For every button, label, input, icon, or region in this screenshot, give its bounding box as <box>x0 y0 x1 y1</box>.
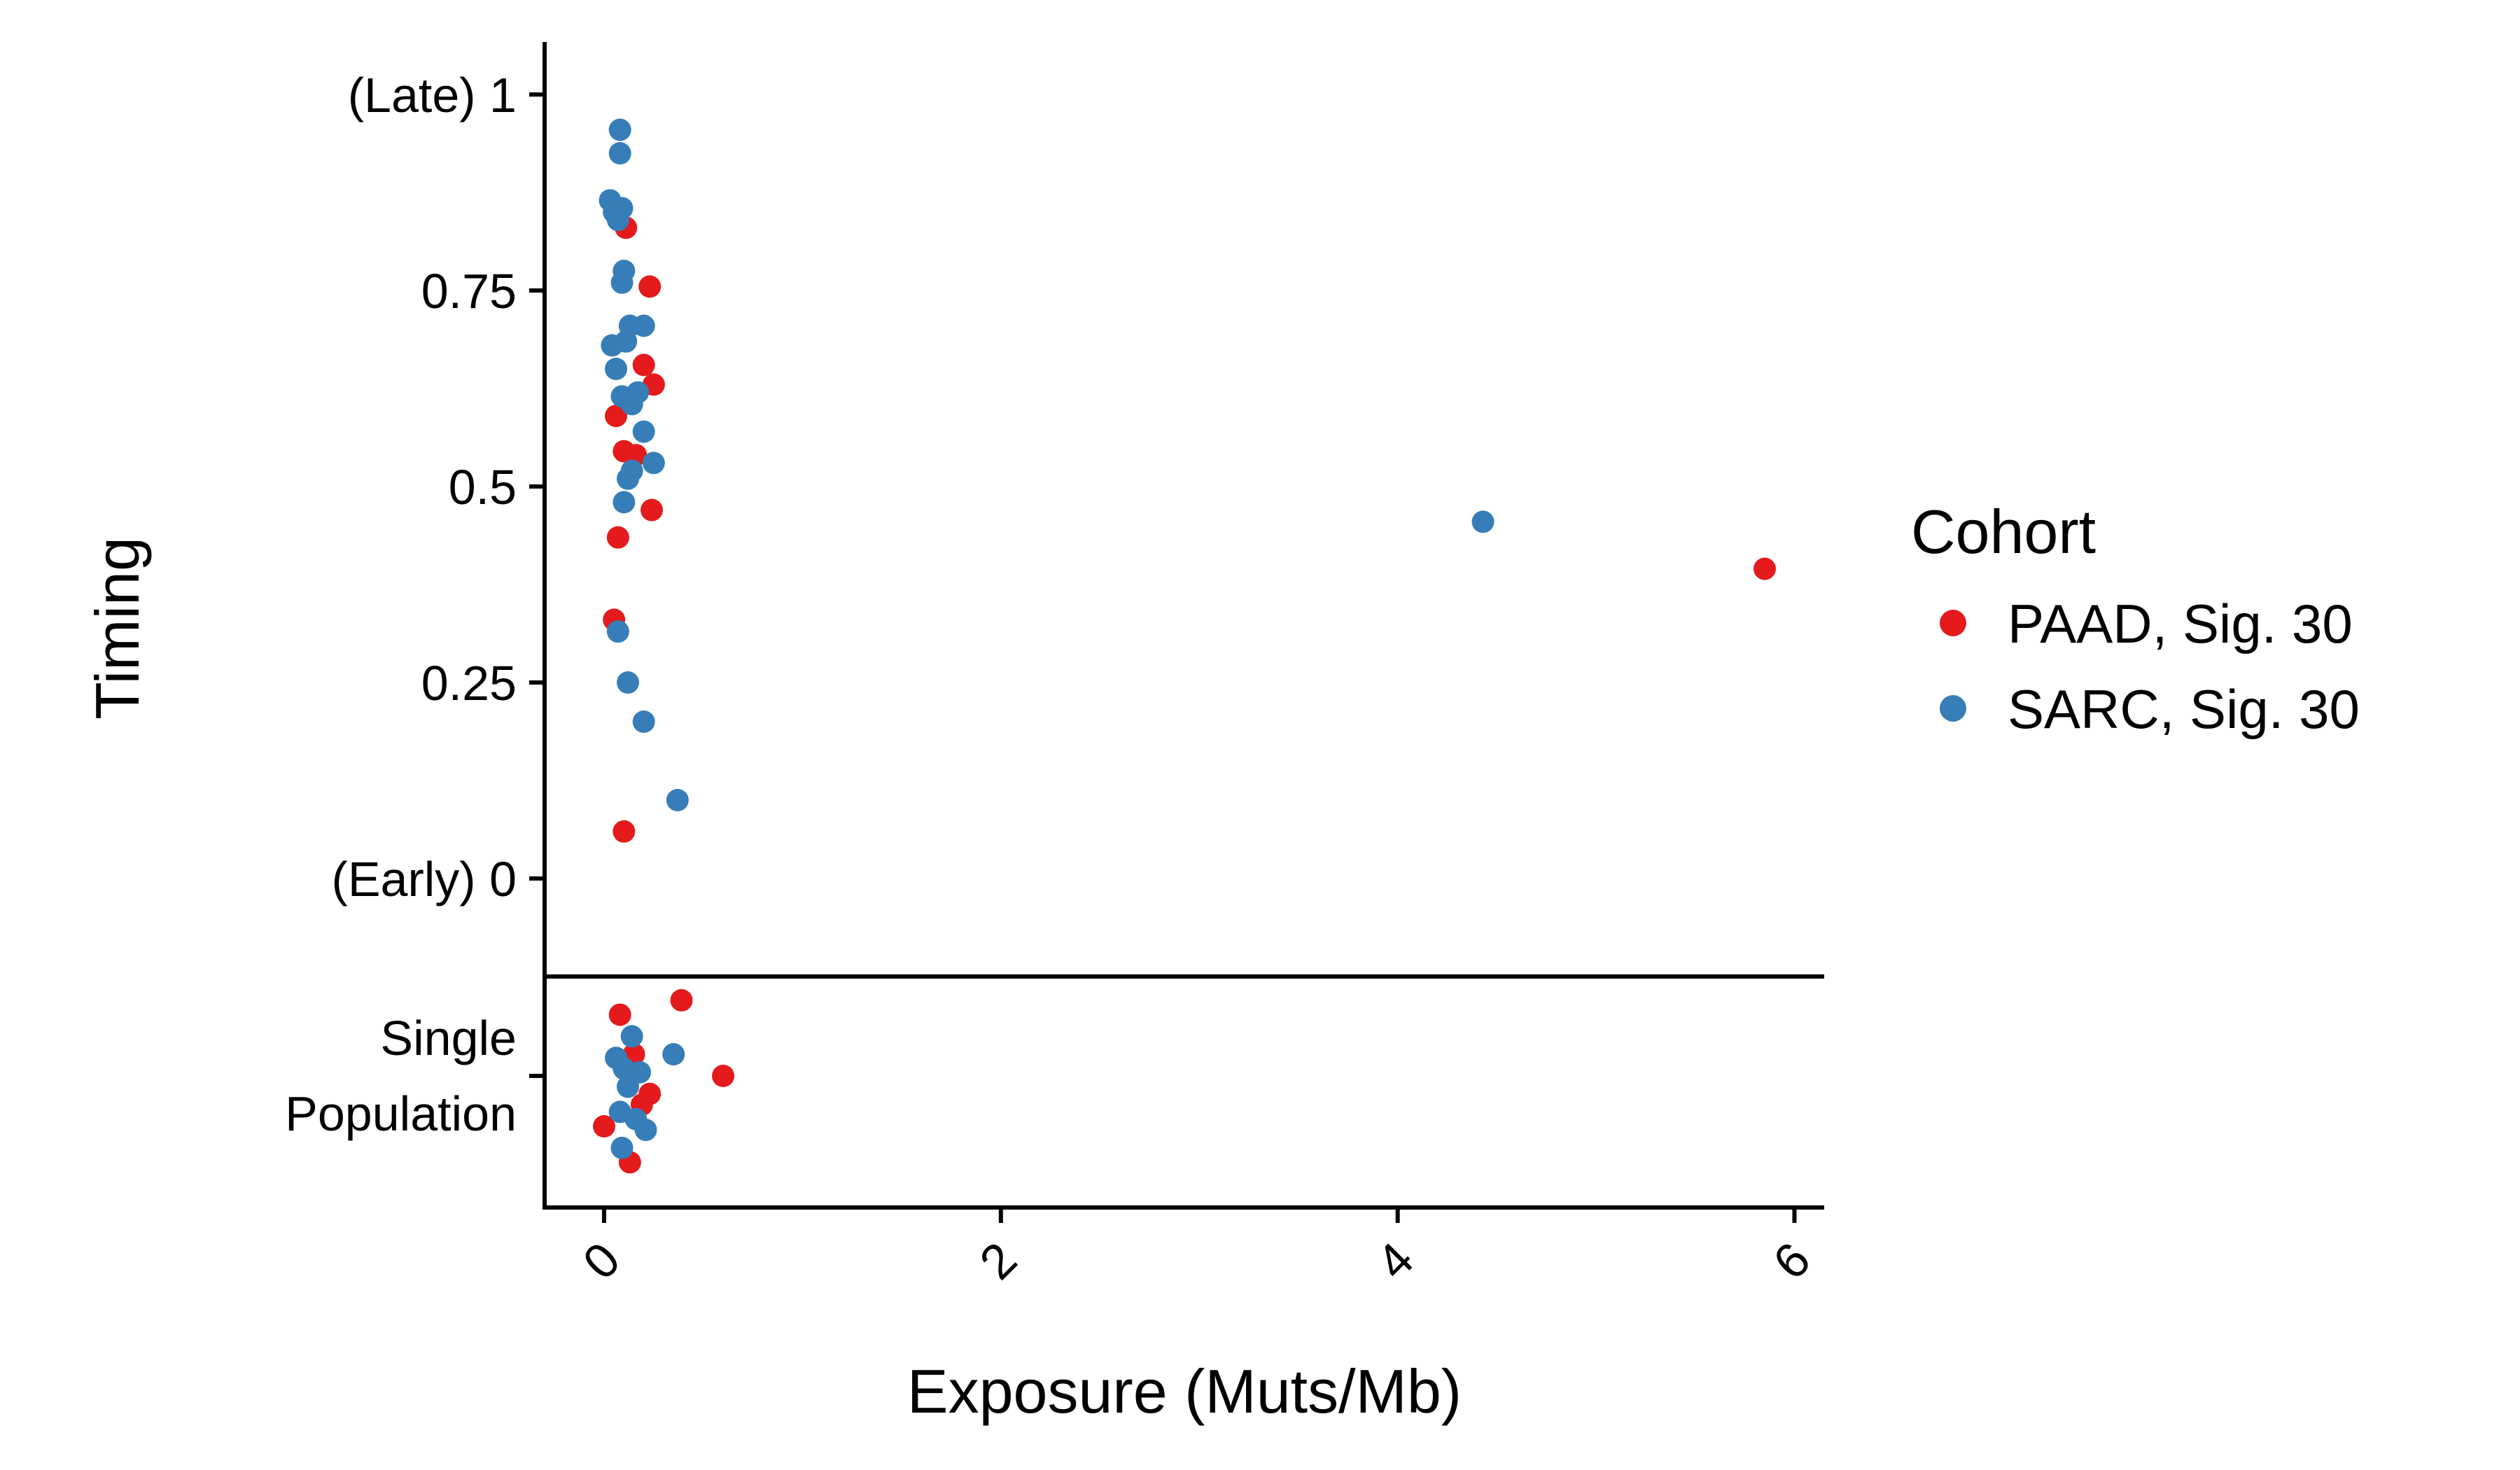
single-population-point <box>624 1107 648 1130</box>
data-point <box>1471 510 1494 533</box>
single-population-label: Single <box>380 1011 517 1065</box>
data-point <box>642 451 665 475</box>
data-point <box>606 620 629 643</box>
data-point <box>605 405 628 428</box>
data-point <box>638 275 662 298</box>
x-tick-label: 0 <box>573 1232 631 1290</box>
y-tick-label: 0.25 <box>421 656 517 710</box>
data-point <box>1753 557 1776 580</box>
single-population-point <box>617 1075 640 1098</box>
single-population-point <box>670 989 693 1011</box>
data-point <box>610 271 634 294</box>
data-point <box>640 498 664 522</box>
data-point <box>612 491 636 514</box>
data-point <box>601 334 624 357</box>
legend-entry-label: SARC, Sig. 30 <box>2008 678 2360 740</box>
legend-title: Cohort <box>1911 497 2096 566</box>
data-point <box>612 820 636 843</box>
x-axis-title: Exposure (Muts/Mb) <box>907 1357 1462 1426</box>
data-point <box>666 789 689 811</box>
single-population-point <box>712 1065 735 1087</box>
series-1 <box>598 118 1494 1159</box>
y-tick-label: 0.5 <box>449 460 517 514</box>
y-tick-label: (Early) 0 <box>332 852 517 906</box>
x-tick-label: 2 <box>969 1232 1028 1290</box>
single-population-label: Population <box>285 1086 517 1141</box>
x-tick-label: 4 <box>1366 1232 1424 1290</box>
data-point <box>620 393 643 416</box>
data-point <box>617 671 640 694</box>
plot-area <box>593 118 1776 1174</box>
legend-entry-label: PAAD, Sig. 30 <box>2008 593 2353 654</box>
legend-swatch <box>1940 610 1966 636</box>
data-point <box>605 358 628 380</box>
single-population-point <box>610 1136 634 1159</box>
data-point <box>632 420 655 443</box>
data-point <box>632 354 655 377</box>
axes <box>542 42 1824 1210</box>
series-0 <box>593 216 1776 1174</box>
legend: Cohort PAAD, Sig. 30 SARC, Sig. 30 <box>1911 497 2360 740</box>
data-point <box>606 209 629 232</box>
data-point <box>632 710 655 733</box>
data-point <box>617 467 640 490</box>
legend-swatch <box>1940 695 1966 722</box>
tick-labels: (Late) 1 0.75 0.5 0.25 (Early) 0 Single Popula… <box>285 68 1821 1289</box>
data-point <box>606 526 629 549</box>
single-population-point <box>593 1115 616 1138</box>
single-population-point <box>662 1043 685 1066</box>
legend-items: PAAD, Sig. 30 SARC, Sig. 30 <box>1940 593 2360 740</box>
y-tick-label: (Late) 1 <box>348 68 517 122</box>
single-population-point <box>608 1003 631 1026</box>
single-population-point <box>620 1025 643 1048</box>
data-point <box>608 118 631 141</box>
y-axis-title: Timing <box>83 537 152 720</box>
x-tick-label: 6 <box>1763 1232 1821 1290</box>
data-point <box>608 142 631 164</box>
y-tick-label: 0.75 <box>421 264 517 318</box>
